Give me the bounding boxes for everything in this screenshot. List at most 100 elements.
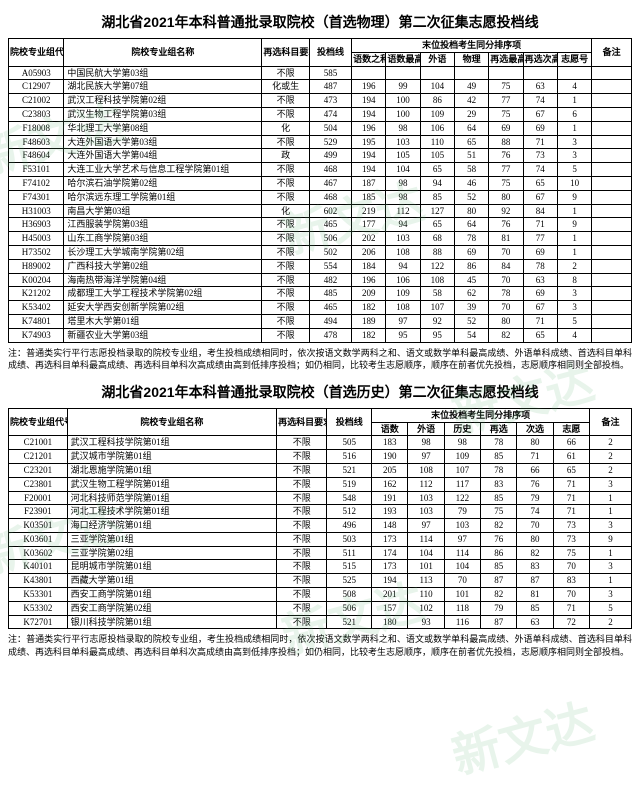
cell: 196 [352,80,386,94]
cell: 昆明城市学院第01组 [67,560,277,574]
col-s5: 再选最高 [489,52,523,66]
cell: 201 [372,588,408,602]
col-remark: 备注 [592,39,632,67]
cell [523,66,557,80]
cell: 2 [557,259,591,273]
cell: K53301 [9,588,68,602]
table-row: A05903中国民航大学第03组不限585 [9,66,632,80]
table-row: H36903江西服装学院第03组不限46517794656476719 [9,218,632,232]
cell: 71 [523,218,557,232]
cell: 80 [489,190,523,204]
cell: 63 [523,80,557,94]
cell: 西安工商学院第02组 [67,601,277,615]
cell: 110 [408,588,444,602]
cell: 不限 [262,232,310,246]
cell: 108 [420,273,454,287]
cell: 不限 [277,574,327,588]
table1-title: 湖北省2021年本科普通批录取院校（首选物理）第二次征集志愿投档线 [8,12,632,32]
cell: 127 [420,204,454,218]
cell: 487 [309,80,351,94]
col-s2: 外语 [408,422,444,436]
col-remark: 备注 [590,408,632,436]
cell: 80 [454,204,488,218]
table-row: H89002广西科技大学第02组不限554184941228684782 [9,259,632,273]
cell: 49 [454,80,488,94]
cell: 95 [420,328,454,342]
cell [592,273,632,287]
cell: 103 [386,135,420,149]
cell: 78 [523,259,557,273]
cell: 66 [517,463,553,477]
cell: 不限 [262,66,310,80]
cell: 85 [517,601,553,615]
cell: 不限 [277,436,327,450]
cell: 不限 [262,163,310,177]
cell: 194 [352,94,386,108]
cell: 南昌大学第03组 [64,204,262,218]
cell: 不限 [262,301,310,315]
cell: 39 [454,301,488,315]
table-row: K03602三亚学院第02组不限5111741041148682751 [9,546,632,560]
cell: 106 [420,121,454,135]
cell: 81 [489,232,523,246]
col-s1: 语数之和 [352,52,386,66]
cell: 河北工程技术学院第01组 [67,505,277,519]
cell: 4 [557,328,591,342]
cell: 不限 [262,218,310,232]
cell: 64 [454,218,488,232]
table-row: K00204海南热带海洋学院第04组不限4821961061084570638 [9,273,632,287]
cell: 202 [352,232,386,246]
cell: 65 [523,328,557,342]
cell: 1 [557,94,591,108]
cell: 西安工商学院第01组 [67,588,277,602]
cell: 122 [420,259,454,273]
cell: 78 [454,232,488,246]
cell: 71 [523,135,557,149]
cell: 不限 [262,273,310,287]
cell: 不限 [262,135,310,149]
cell: 191 [372,491,408,505]
cell: 71 [517,450,553,464]
cell: 9 [590,532,632,546]
cell: 102 [408,601,444,615]
cell: 74 [517,505,553,519]
cell: 103 [444,519,480,533]
cell: H31003 [9,204,64,218]
cell: F48604 [9,149,64,163]
cell: 3 [557,287,591,301]
table-row: K03601三亚学院第01组不限503173114977680739 [9,532,632,546]
cell: 109 [444,450,480,464]
table-row: C21002武汉工程科技学院第02组不限473194100864277741 [9,94,632,108]
col-s3: 历史 [444,422,480,436]
cell: 西藏大学第01组 [67,574,277,588]
col-name: 院校专业组名称 [64,39,262,67]
cell: 113 [408,574,444,588]
cell: 519 [327,477,372,491]
cell: 196 [352,273,386,287]
cell: 108 [386,301,420,315]
cell: 9 [557,218,591,232]
cell: 3 [557,135,591,149]
cell: 104 [408,546,444,560]
cell: 182 [352,328,386,342]
cell: 100 [386,107,420,121]
cell: 3 [590,477,632,491]
cell: C23801 [9,477,68,491]
cell: 69 [523,287,557,301]
cell: 79 [517,491,553,505]
cell: 122 [444,491,480,505]
cell: 75 [489,107,523,121]
cell: 3 [590,560,632,574]
table-row: K53302西安工商学院第02组不限5061571021187985715 [9,601,632,615]
cell: 71 [553,491,589,505]
cell: C21201 [9,450,68,464]
cell: 85 [481,450,517,464]
table-row: K72701银川科技学院第01组不限521180931168763722 [9,615,632,629]
cell: 109 [386,287,420,301]
cell: F74102 [9,176,64,190]
cell: 205 [372,463,408,477]
cell: K74903 [9,328,64,342]
cell: 1 [557,232,591,246]
cell: 72 [553,615,589,629]
col-req: 再选科目要求 [262,39,310,67]
